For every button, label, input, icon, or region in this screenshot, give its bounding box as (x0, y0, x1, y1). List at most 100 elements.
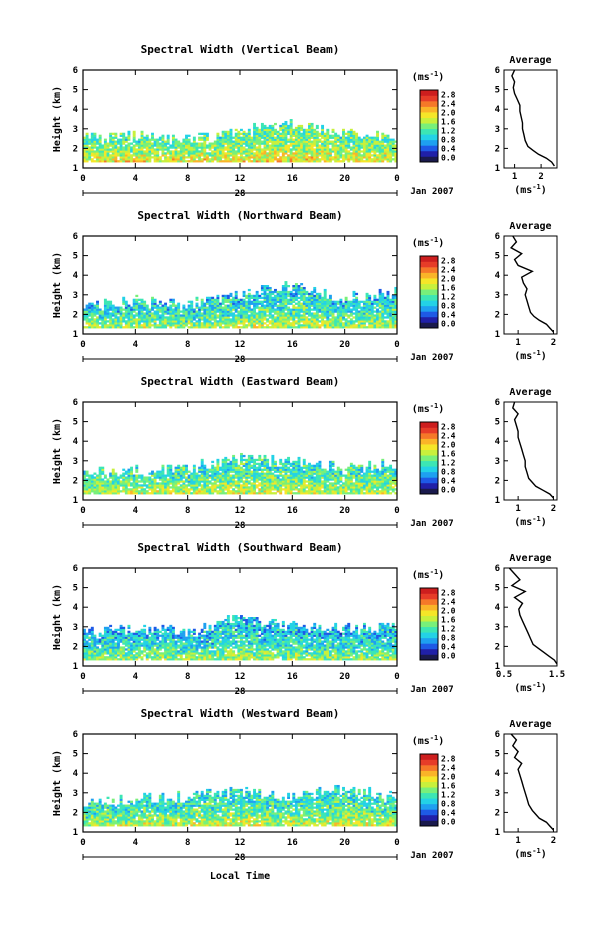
heatmap-cell (140, 484, 144, 487)
heatmap-cell (153, 304, 157, 307)
heatmap-cell (224, 142, 228, 145)
heatmap-cell (242, 292, 246, 296)
heatmap-cell (245, 142, 249, 145)
heatmap-cell (292, 306, 296, 309)
heatmap-cell (376, 304, 379, 307)
heatmap-cell (127, 480, 131, 483)
heatmap-cell (310, 468, 314, 471)
heatmap-cell (289, 326, 293, 329)
heatmap-cell (339, 140, 343, 143)
heatmap-cell (378, 144, 382, 147)
heatmap-cell (247, 320, 251, 323)
heatmap-cell (250, 474, 254, 477)
heatmap-cell (368, 294, 372, 298)
heatmap-cell (205, 470, 209, 473)
heatmap-cell (187, 484, 191, 487)
heatmap-cell (153, 148, 157, 151)
heatmap-cell (362, 302, 366, 305)
heatmap-cell (362, 304, 366, 307)
heatmap-cell (266, 478, 270, 481)
heatmap-cell (190, 150, 194, 153)
heatmap-cell (232, 484, 236, 487)
heatmap-cell (145, 316, 149, 319)
heatmap-cell (161, 308, 165, 311)
heatmap-cell (370, 306, 374, 309)
heatmap-cell (229, 322, 233, 325)
heatmap-cell (240, 306, 243, 309)
heatmap-cell (229, 474, 233, 477)
heatmap-cell (96, 138, 99, 141)
heatmap-cell (229, 460, 233, 464)
heatmap-cell (334, 488, 338, 491)
heatmap-cell (281, 130, 285, 134)
heatmap-cell (192, 464, 196, 467)
heatmap-cell (117, 480, 120, 483)
heatmap-cell (242, 136, 246, 139)
heatmap-cell (156, 306, 160, 309)
heatmap-cell (386, 144, 390, 147)
heatmap-cell (156, 304, 160, 307)
heatmap-cell (357, 146, 361, 149)
heatmap-cell (122, 146, 126, 149)
heatmap-cell (90, 160, 94, 163)
heatmap-cell (352, 294, 356, 298)
heatmap-cell (158, 492, 162, 495)
heatmap-cell (294, 292, 298, 296)
heatmap-cell (185, 134, 188, 137)
heatmap-cell (378, 300, 382, 303)
heatmap-cell (357, 138, 361, 141)
heatmap-cell (109, 150, 113, 153)
heatmap-cell (281, 154, 285, 157)
heatmap-cell (96, 490, 99, 493)
heatmap-cell (211, 470, 215, 473)
heatmap-cell (234, 160, 238, 163)
heatmap-cell (302, 320, 306, 323)
heatmap-cell (352, 468, 356, 471)
heatmap-cell (323, 478, 327, 481)
heatmap-cell (310, 470, 314, 473)
heatmap-cell (185, 468, 188, 471)
heatmap-cell (368, 156, 372, 159)
heatmap-cell (164, 302, 168, 305)
heatmap-cell (336, 324, 340, 327)
heatmap-cell (315, 326, 319, 329)
heatmap-cell (302, 308, 306, 311)
heatmap-cell (216, 160, 220, 163)
heatmap-cell (284, 482, 288, 485)
heatmap-cell (292, 160, 296, 163)
heatmap-cell (263, 454, 267, 458)
heatmap-cell (234, 128, 238, 132)
heatmap-cell (237, 146, 241, 149)
heatmap-cell (103, 302, 107, 305)
heatmap-cell (205, 302, 209, 305)
heatmap-cell (182, 468, 186, 471)
heatmap-cell (300, 142, 304, 145)
heatmap-cell (349, 484, 353, 487)
heatmap-cell (302, 466, 306, 469)
heatmap-cell (321, 300, 325, 303)
heatmap-cell (179, 480, 183, 483)
heatmap-cell (302, 128, 306, 132)
heatmap-cell (260, 140, 264, 143)
heatmap-cell (111, 150, 115, 153)
heatmap-cell (229, 160, 233, 163)
heatmap-cell (274, 488, 277, 491)
heatmap-cell (127, 138, 131, 141)
heatmap-cell (266, 484, 270, 487)
heatmap-cell (318, 320, 322, 323)
heatmap-cell (250, 464, 254, 467)
y-axis-label: Height (km) (51, 252, 63, 318)
heatmap-cell (164, 476, 168, 479)
heatmap-cell (253, 132, 256, 135)
heatmap-cell (245, 476, 249, 479)
heatmap-cell (323, 486, 327, 489)
heatmap-cell (143, 316, 147, 319)
heatmap-cell (221, 310, 225, 313)
heatmap-cell (328, 302, 332, 305)
day-label: 28 (235, 189, 246, 199)
heatmap-cell (302, 480, 306, 483)
heatmap-cell (274, 288, 277, 292)
heatmap-cell (232, 324, 236, 327)
heatmap-cell (271, 458, 275, 462)
heatmap-cell (88, 302, 92, 305)
